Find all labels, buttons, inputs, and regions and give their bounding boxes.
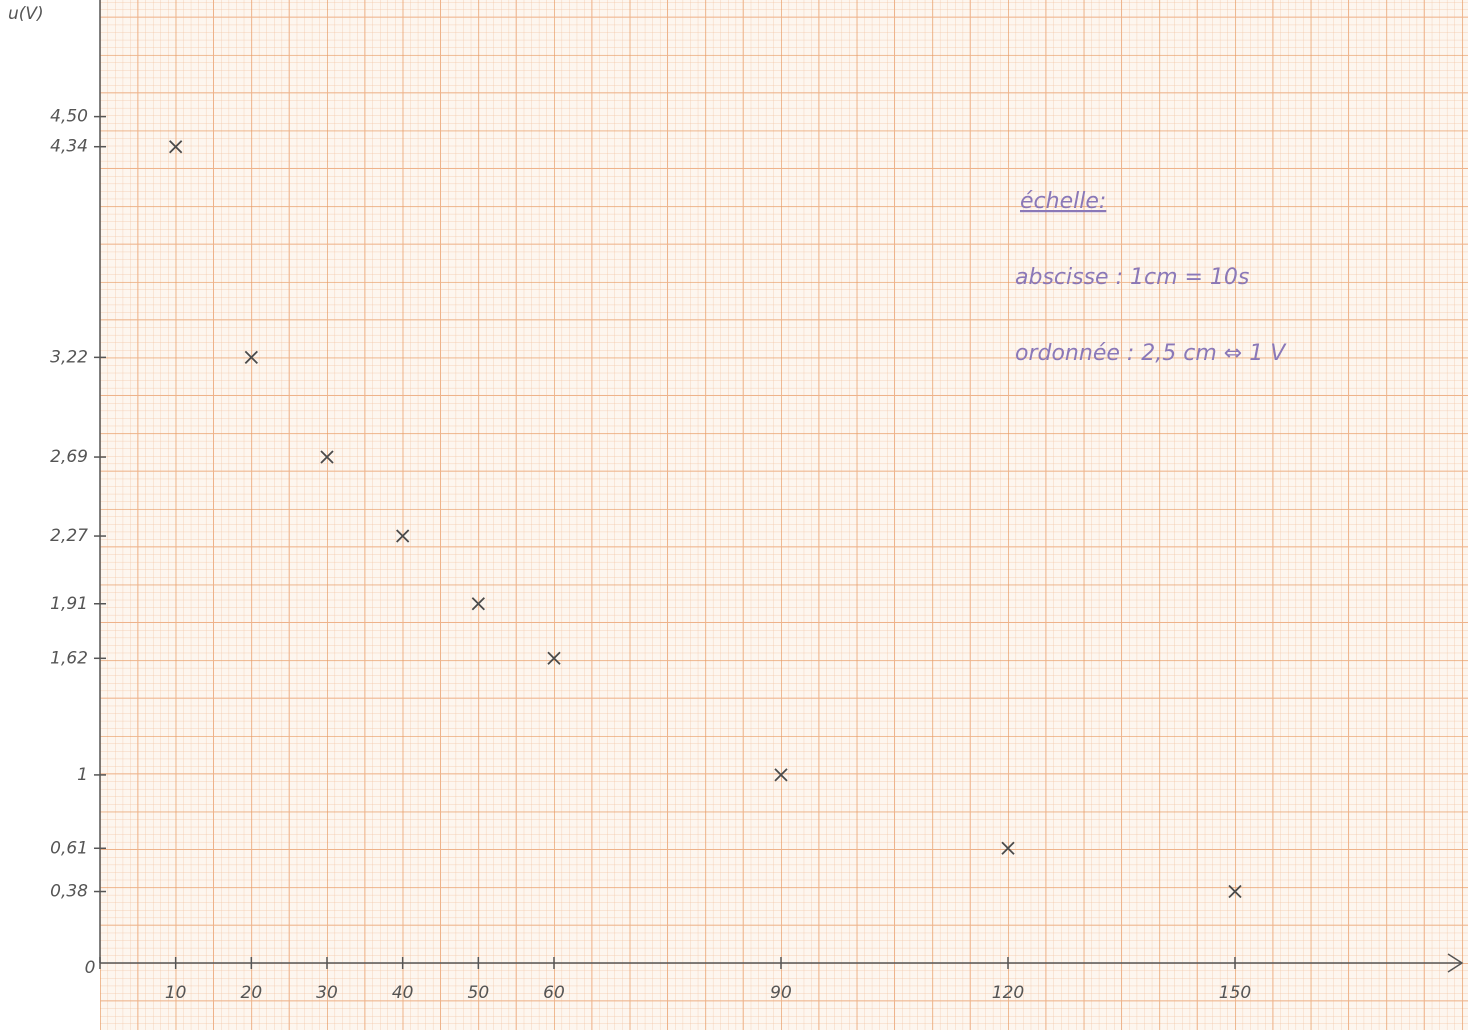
x-tick-label: 30	[316, 983, 338, 1003]
annotation: ordonnée : 2,5 cm ⇔ 1 V	[1015, 341, 1287, 366]
x-tick-label: 60	[543, 983, 565, 1003]
graph-paper-major	[100, 0, 1468, 1030]
x-tick-label: 50	[468, 983, 490, 1003]
y-tick-label: 1	[77, 765, 88, 785]
y-tick-label: 2,27	[50, 526, 88, 546]
x-tick-label: 40	[392, 983, 414, 1003]
y-tick-label: 3,22	[50, 347, 88, 367]
x-tick-label: 20	[241, 983, 263, 1003]
y-tick-label: 0,61	[50, 838, 88, 858]
chart: u(V) échelle: abscisse : 1cm = 10s ordon…	[0, 0, 1468, 1030]
y-tick-label: 4,34	[50, 137, 88, 157]
x-tick-label: 150	[1219, 983, 1251, 1003]
y-tick-label: 1,91	[50, 594, 88, 614]
y-tick-label: 0,38	[50, 882, 88, 902]
annotation: abscisse : 1cm = 10s	[1015, 265, 1249, 290]
x-tick-label: 10	[165, 983, 187, 1003]
x-tick-label: 0	[85, 958, 96, 978]
y-tick-label: 1,62	[50, 648, 88, 668]
y-axis-label: u(V)	[8, 4, 44, 24]
x-tick-label: 120	[992, 983, 1024, 1003]
annotation: échelle:	[1020, 189, 1106, 214]
y-tick-label: 4,50	[50, 107, 88, 127]
x-tick-label: 90	[770, 983, 792, 1003]
page: u(V) échelle: abscisse : 1cm = 10s ordon…	[0, 0, 1468, 1030]
y-tick-label: 2,69	[50, 447, 88, 467]
